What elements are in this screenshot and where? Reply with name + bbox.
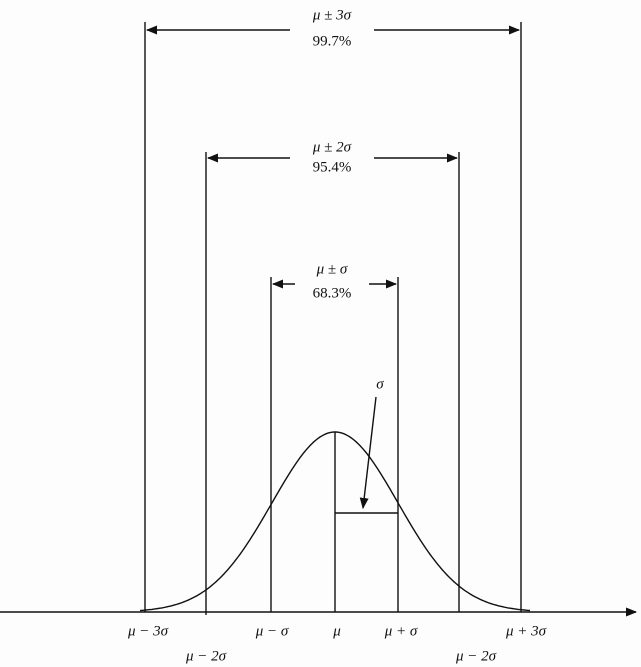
axis-label: μ + σ — [384, 623, 418, 639]
axis-label: μ + 3σ — [505, 623, 547, 639]
range-percent: 99.7% — [313, 33, 352, 49]
range-percent: 68.3% — [313, 285, 352, 301]
axis-label: μ − 2σ — [455, 648, 497, 664]
range-label: μ ± 3σ — [312, 7, 352, 23]
range-percent: 95.4% — [313, 159, 352, 175]
range-label: μ ± σ — [316, 261, 348, 277]
normal-distribution-diagram: μ ± 3σ 99.7% μ ± 2σ 95.4% μ ± σ 68.3% σ … — [0, 0, 641, 667]
sigma-label: σ — [376, 376, 384, 392]
axis-label: μ — [332, 623, 341, 639]
page: {"diagram": { "ranges": [ {"label": "μ ±… — [0, 0, 641, 667]
background — [0, 0, 641, 667]
axis-label: μ − 3σ — [127, 623, 169, 639]
axis-label: μ − 2σ — [185, 648, 227, 664]
axis-label: μ − σ — [255, 623, 289, 639]
range-label: μ ± 2σ — [312, 139, 352, 155]
